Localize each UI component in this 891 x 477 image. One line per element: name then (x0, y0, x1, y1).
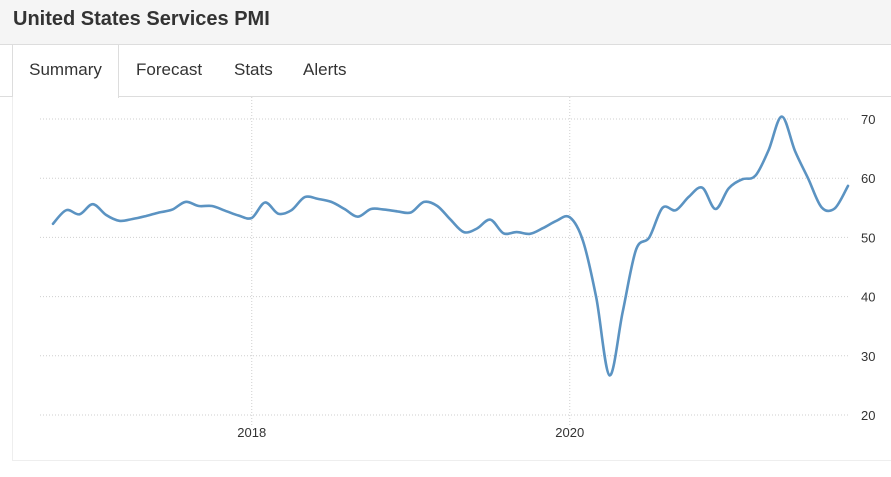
y-tick-label-70: 70 (861, 112, 875, 127)
tab-bar: Summary Forecast Stats Alerts (0, 45, 891, 98)
tab-stats[interactable]: Stats (234, 60, 273, 79)
horizontal-gridlines (40, 118, 850, 416)
y-tick-label-60: 60 (861, 171, 875, 186)
vertical-gridlines (251, 97, 571, 425)
series-line-services-pmi (51, 115, 850, 377)
x-tick-label-2020: 2020 (555, 425, 584, 440)
x-tick-label-2018: 2018 (237, 425, 266, 440)
tab-forecast[interactable]: Forecast (136, 60, 203, 79)
y-tick-label-30: 30 (861, 349, 875, 364)
y-tick-label-50: 50 (861, 230, 875, 245)
tab-alerts[interactable]: Alerts (303, 60, 347, 79)
x-axis-tick-labels: 2018 2020 (237, 425, 584, 440)
page-title: United States Services PMI (13, 8, 270, 30)
chart-panel (12, 97, 891, 461)
y-axis-tick-labels: 20 30 40 50 60 70 (861, 112, 875, 423)
tab-summary[interactable]: Summary (12, 45, 119, 98)
page-header: United States Services PMI (0, 0, 891, 45)
y-tick-label-40: 40 (861, 290, 875, 305)
y-tick-label-20: 20 (861, 408, 875, 423)
pmi-line-chart: 20 30 40 50 60 70 2018 2020 (40, 97, 875, 440)
